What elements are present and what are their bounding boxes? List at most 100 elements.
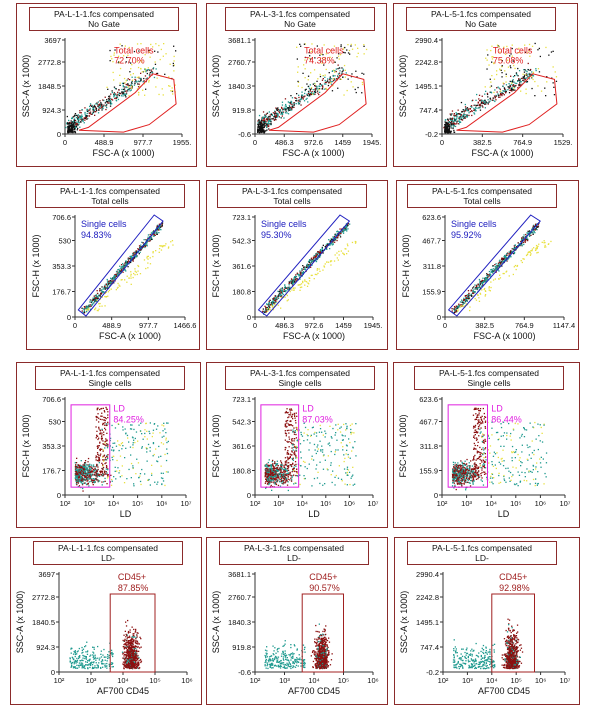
event-dot [268, 120, 270, 122]
event-dot [83, 470, 85, 472]
gate-name-label: Total cells [304, 45, 344, 55]
event-dot [490, 81, 492, 83]
event-dot [131, 81, 133, 83]
event-dot [450, 113, 453, 115]
event-dot [275, 298, 277, 301]
event-dot [291, 107, 293, 109]
event-dot [78, 481, 80, 483]
event-dot [99, 448, 102, 450]
event-dot [277, 108, 279, 111]
event-dot [74, 124, 77, 126]
event-dot [258, 122, 260, 124]
event-dot [479, 283, 482, 285]
event-dot [117, 62, 119, 64]
event-dot [484, 99, 486, 101]
event-dot [529, 69, 531, 71]
event-dot [166, 448, 168, 450]
event-dot [474, 104, 476, 106]
event-dot [288, 282, 290, 285]
event-dot [293, 289, 295, 291]
event-dot [99, 100, 101, 102]
event-dot [445, 127, 447, 129]
event-dot [271, 301, 273, 303]
event-dot [128, 441, 130, 443]
event-dot [162, 443, 165, 445]
event-dot [277, 114, 279, 116]
event-dot [98, 473, 100, 476]
event-dot [90, 467, 92, 469]
event-dot [493, 95, 496, 97]
event-dot [477, 287, 479, 289]
event-dot [143, 80, 145, 82]
event-dot [70, 128, 72, 130]
event-dot [506, 252, 509, 254]
event-dot [93, 109, 95, 111]
event-dot [105, 455, 108, 458]
event-dot [550, 51, 553, 53]
event-dot [142, 246, 144, 248]
event-dot [450, 122, 452, 124]
event-dot [296, 46, 298, 48]
event-dot [332, 78, 335, 80]
event-dot [307, 264, 310, 266]
event-dot [83, 466, 85, 468]
event-dot [75, 114, 77, 117]
event-dot [484, 279, 486, 281]
event-dot [149, 422, 151, 424]
event-dot [507, 59, 509, 61]
event-dot [119, 455, 122, 457]
event-dot [291, 283, 293, 285]
event-dot [134, 81, 136, 83]
event-dot [515, 84, 517, 87]
event-dot [87, 477, 89, 479]
event-dot [155, 72, 158, 75]
event-dot [462, 305, 464, 307]
event-dot [101, 434, 103, 436]
event-dot [92, 106, 94, 108]
event-dot [132, 467, 134, 469]
event-dot [525, 81, 527, 83]
event-dot [103, 443, 105, 445]
event-dot [96, 295, 98, 297]
event-dot [268, 459, 270, 461]
event-dot [489, 290, 491, 292]
event-dot [78, 469, 80, 471]
event-dot [161, 225, 163, 228]
event-dot [525, 74, 527, 76]
event-dot [76, 123, 78, 125]
event-dot [345, 248, 347, 250]
event-dot [306, 97, 308, 100]
event-dot [455, 120, 457, 122]
event-dot [288, 286, 290, 288]
event-dot [462, 300, 464, 303]
event-dot [475, 288, 477, 290]
event-dot [299, 98, 302, 100]
event-dot [323, 83, 326, 85]
event-dot [307, 79, 309, 81]
plot-header: PA-L-1-1.fcs compensated Single cells [35, 366, 185, 390]
event-dot [448, 127, 450, 129]
event-dot [481, 279, 483, 282]
event-dot [513, 248, 515, 250]
plot-parent-gate: Total cells [91, 196, 129, 206]
event-dot [131, 255, 133, 257]
event-dot [158, 93, 160, 96]
event-dot [104, 285, 106, 287]
event-dot [309, 55, 311, 57]
event-dot [115, 273, 117, 276]
event-dot [139, 85, 141, 87]
event-dot [113, 54, 115, 56]
event-dot [96, 476, 98, 478]
event-dot [480, 281, 482, 283]
event-dot [289, 102, 291, 104]
event-dot [300, 283, 303, 285]
event-dot [490, 49, 492, 52]
event-dot [117, 273, 119, 276]
event-dot [513, 245, 515, 247]
event-dot [105, 471, 107, 473]
event-dot [160, 225, 162, 227]
event-dot [461, 116, 463, 119]
event-dot [91, 470, 93, 472]
event-dot [499, 94, 501, 96]
event-dot [117, 55, 120, 57]
